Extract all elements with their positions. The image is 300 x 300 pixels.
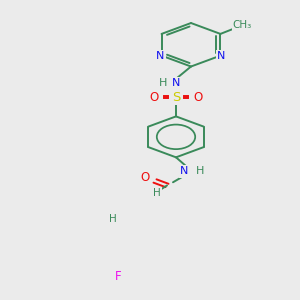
Text: H: H: [196, 167, 204, 176]
Text: O: O: [149, 91, 159, 104]
Text: S: S: [172, 91, 180, 104]
Text: H: H: [159, 78, 167, 88]
Text: N: N: [180, 167, 188, 176]
Text: CH₃: CH₃: [233, 20, 252, 30]
Text: N: N: [217, 51, 226, 61]
Text: H: H: [109, 214, 117, 224]
Text: N: N: [172, 78, 180, 88]
Text: O: O: [194, 91, 202, 104]
Text: N: N: [156, 51, 165, 61]
Text: H: H: [153, 188, 161, 198]
Text: F: F: [115, 270, 121, 283]
Text: O: O: [140, 171, 150, 184]
